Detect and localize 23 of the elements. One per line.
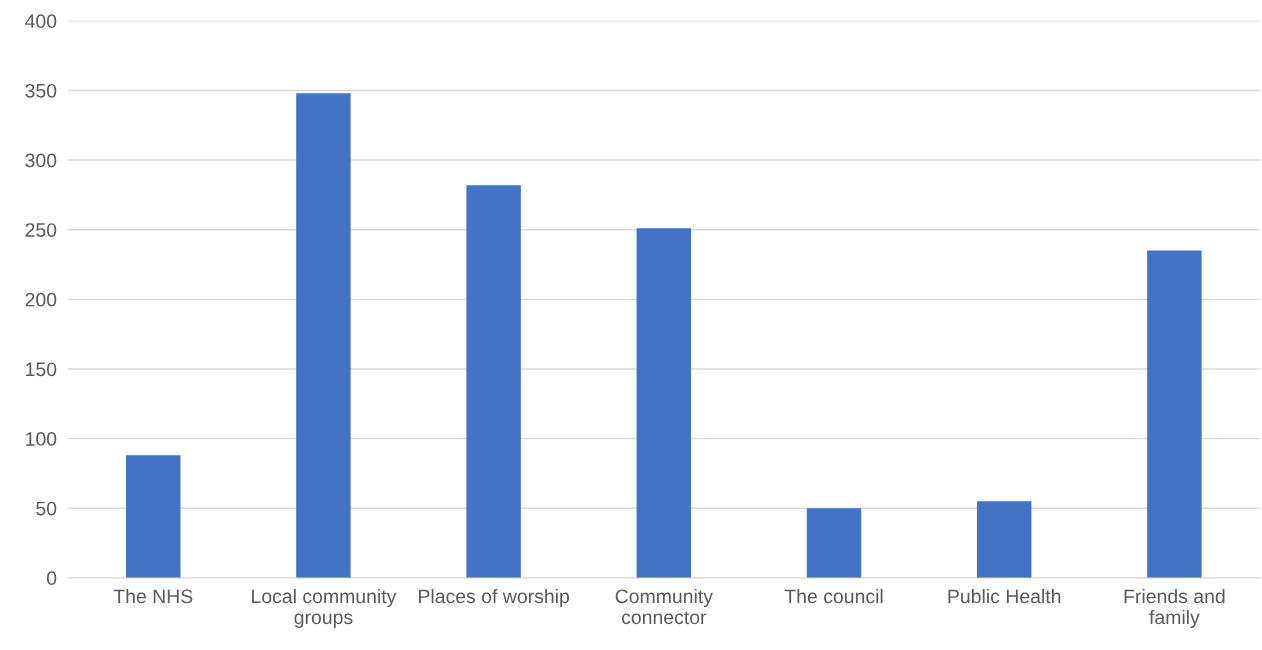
bar — [126, 455, 181, 578]
x-tick-label: Local community groups — [252, 588, 397, 629]
y-tick-label: 400 — [25, 14, 57, 29]
x-tick-label: Public Health — [948, 588, 1061, 604]
x-tick-label: Friends and family — [1124, 588, 1225, 629]
x-tick-label: The council — [784, 588, 883, 604]
bar — [466, 185, 521, 578]
x-tick-label: Community connector — [615, 588, 713, 625]
y-tick-label: 100 — [26, 432, 57, 446]
y-tick-label: 50 — [36, 501, 57, 516]
y-tick-label: 150 — [26, 362, 57, 377]
y-tick-label: 300 — [25, 153, 57, 168]
x-tick-label: The NHS — [113, 588, 193, 604]
y-tick-label: 200 — [25, 292, 57, 307]
y-tick-label: 250 — [25, 223, 57, 237]
y-tick-label: 350 — [25, 83, 57, 98]
x-tick-label: Places of worship — [419, 588, 569, 608]
bar — [976, 501, 1032, 578]
bar — [1147, 250, 1202, 578]
bar — [296, 93, 351, 578]
y-tick-label: 0 — [46, 571, 57, 586]
bar — [636, 228, 692, 578]
bar — [806, 508, 862, 578]
